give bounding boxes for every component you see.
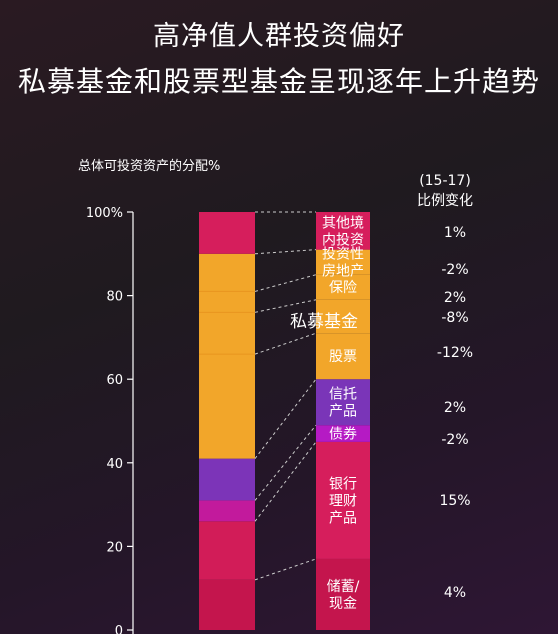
change-value: -2% — [441, 432, 468, 448]
right-bar-segment — [316, 212, 370, 250]
right-bar-category-label: 房地产 — [322, 264, 364, 280]
right-bar-category-label: 其他境 — [322, 215, 364, 231]
right-bar-segment — [316, 249, 370, 275]
left-bar-segment — [199, 212, 255, 254]
left-bar-segment — [199, 500, 255, 522]
left-bar-segment — [199, 312, 255, 355]
change-value: 2% — [444, 400, 466, 416]
y-tick-label: 60 — [106, 373, 123, 388]
connector-line — [254, 274, 317, 292]
right-bar-category-label: 储蓄/ — [327, 579, 360, 595]
right-bar-category-label: 银行 — [329, 476, 357, 492]
change-value: 1% — [444, 225, 466, 241]
connector-line — [254, 332, 317, 355]
left-bar-segment — [199, 521, 255, 580]
private-fund-label: 私募基金 — [290, 312, 358, 332]
y-tick-label: 100% — [86, 206, 123, 221]
y-axis-label: 总体可投资资产的分配% — [78, 158, 220, 174]
change-value: -12% — [437, 345, 473, 361]
left-bar-segment — [199, 253, 255, 292]
chart-title-line1: 高净值人群投资偏好 — [153, 21, 405, 52]
y-tick-label: 80 — [106, 290, 123, 305]
change-value: 4% — [444, 585, 466, 601]
right-bar-category-label: 内投资 — [322, 232, 364, 248]
left-bar-segment — [199, 458, 255, 501]
right-bar-segment — [316, 274, 370, 300]
right-bar-category-label: 股票 — [329, 349, 357, 365]
right-bar-segment — [316, 441, 370, 559]
right-bar-segment — [316, 425, 370, 442]
right-bar-category-label: 现金 — [329, 596, 357, 612]
change-value: -8% — [441, 310, 468, 326]
right-bar-segment — [316, 558, 370, 630]
change-value: 2% — [444, 290, 466, 306]
y-tick-label: 40 — [106, 457, 123, 472]
connector-line — [254, 441, 317, 522]
y-tick-label: 20 — [106, 540, 123, 555]
change-header-period: (15-17) — [419, 173, 471, 189]
right-bar-category-label: 产品 — [329, 404, 357, 420]
y-tick-label: 0 — [115, 624, 123, 634]
left-bar-segment — [199, 354, 255, 459]
connector-line — [254, 378, 317, 459]
change-header-label: 比例变化 — [417, 193, 473, 209]
right-bar-segment — [316, 299, 370, 334]
connector-line — [254, 249, 317, 255]
change-value: -2% — [441, 262, 468, 278]
right-bar-segment — [316, 379, 370, 426]
right-bar-category-label: 产品 — [329, 510, 357, 526]
connector-line — [254, 299, 317, 313]
right-bar-category-label: 投资性 — [322, 247, 364, 263]
change-value: 15% — [439, 493, 470, 509]
connector-line — [254, 558, 317, 581]
right-bar-category-label: 理财 — [329, 493, 357, 509]
chart-title-line2: 私募基金和股票型基金呈现逐年上升趋势 — [17, 65, 540, 98]
left-bar-segment — [199, 579, 255, 630]
connector-line — [254, 424, 317, 501]
right-bar-segment — [316, 333, 370, 380]
right-bar-category-label: 信托 — [329, 387, 357, 403]
left-bar-segment — [199, 291, 255, 313]
right-bar-category-label: 保险 — [329, 280, 357, 296]
right-bar-category-label: 债券 — [329, 427, 357, 443]
